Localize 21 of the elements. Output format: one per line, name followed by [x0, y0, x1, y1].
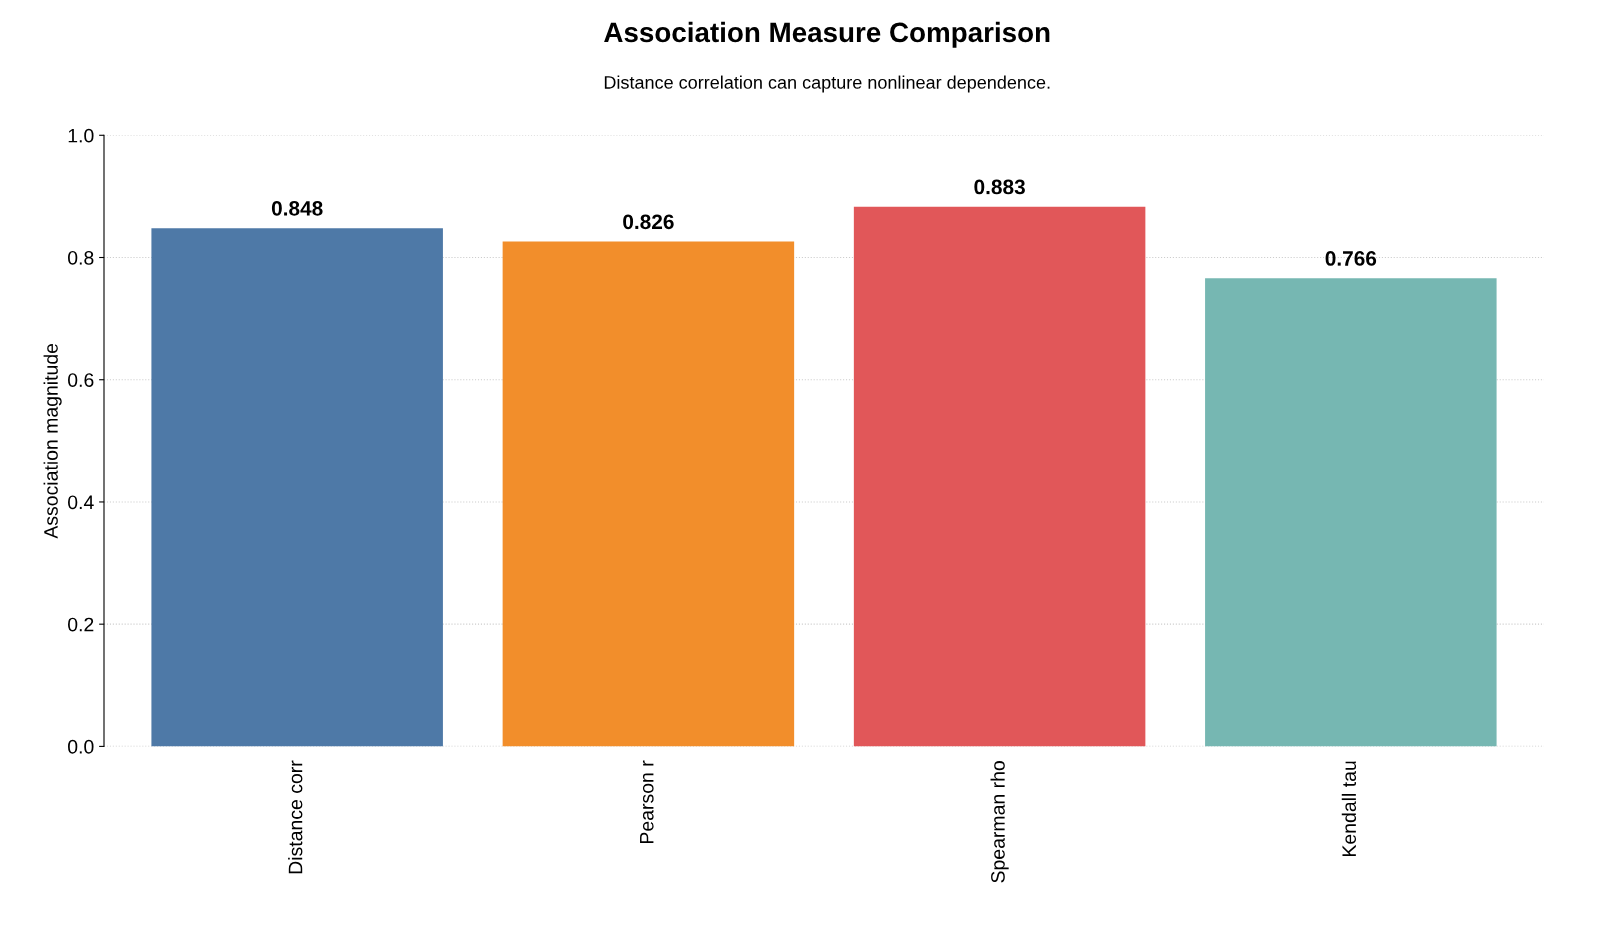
chart-title: Association Measure Comparison	[604, 21, 1050, 48]
y-axis-title: Association magnitude	[43, 343, 62, 539]
text: 0.2	[68, 617, 94, 632]
bar	[1205, 278, 1497, 747]
bar	[151, 228, 443, 747]
data-label: 0.766	[1325, 251, 1377, 266]
text: 0.6	[68, 373, 94, 387]
data-label: 0.826	[623, 214, 674, 230]
data-label: 0.848	[271, 200, 323, 216]
x-tick-label: Kendall tau	[1341, 761, 1357, 856]
text: 0.0	[68, 739, 94, 754]
bar	[853, 206, 1146, 747]
text: 1.0	[68, 128, 94, 143]
text: 0.8	[68, 250, 94, 265]
x-tick-label: Spearman rho	[990, 761, 1009, 883]
text: 0.4	[68, 495, 94, 510]
data-label: 0.883	[974, 179, 1025, 195]
bar	[502, 241, 795, 747]
chart-subtitle: Distance correlation can capture nonlinear dependence.	[604, 75, 1050, 93]
x-tick-label: Pearson r	[640, 760, 654, 843]
x-tick-label: Distance corr	[288, 760, 303, 874]
